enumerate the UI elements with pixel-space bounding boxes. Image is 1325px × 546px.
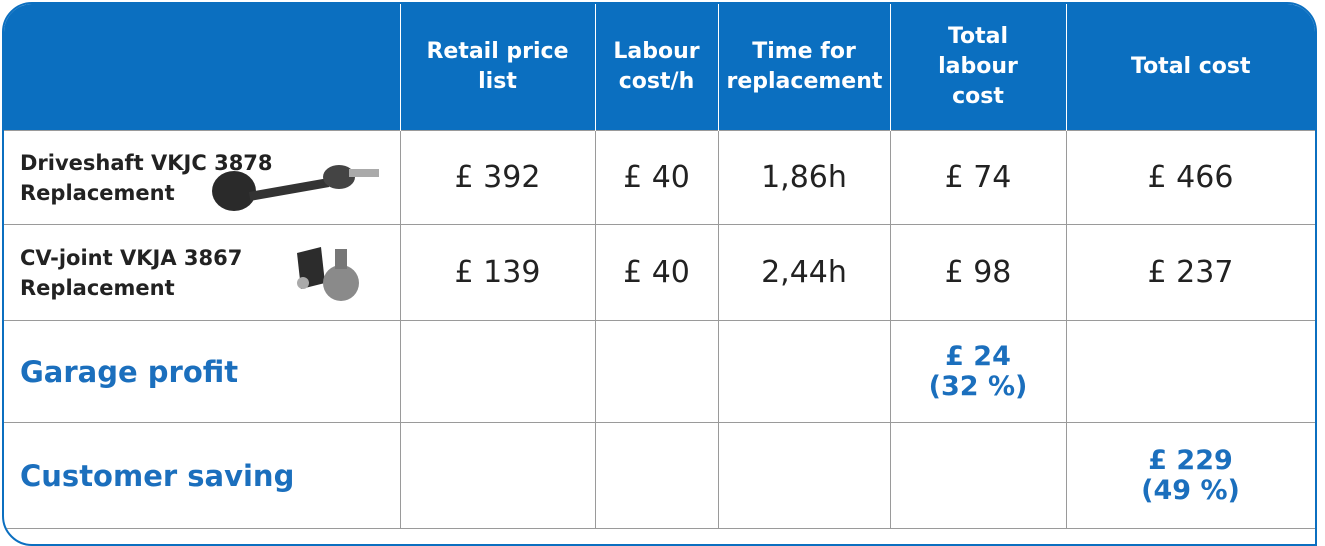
cell <box>595 423 718 529</box>
value-line: £ 229 <box>1068 446 1314 476</box>
cell <box>890 423 1066 529</box>
value-line: (32 %) <box>892 372 1065 402</box>
table-frame: Retail price list Labour cost/h Time for… <box>2 2 1317 546</box>
value-line: (49 %) <box>1068 476 1314 506</box>
cell <box>595 321 718 423</box>
header-cell: Labour cost/h <box>595 4 718 131</box>
driveshaft-image <box>204 149 384 219</box>
value-line: £ 24 <box>892 342 1065 372</box>
row-label: Customer saving <box>4 423 400 529</box>
cell: £ 466 <box>1066 131 1315 225</box>
header-cell <box>4 4 400 131</box>
cell <box>400 321 595 423</box>
row-label: CV-joint VKJA 3867 Replacement <box>4 225 400 321</box>
row: CV-joint VKJA 3867 Replacement £ 139 £ 4… <box>4 225 1315 321</box>
row: Driveshaft VKJC 3878 Replacement £ 392 £… <box>4 131 1315 225</box>
row-label: Driveshaft VKJC 3878 Replacement <box>4 131 400 225</box>
header-cell: Total cost <box>1066 4 1315 131</box>
cell: £ 237 <box>1066 225 1315 321</box>
cell: £ 24 (32 %) <box>890 321 1066 423</box>
cv-joint-image <box>289 243 369 305</box>
cell: £ 40 <box>595 225 718 321</box>
header-cell: Total labour cost <box>890 4 1066 131</box>
summary-row: Customer saving £ 229 (49 %) <box>4 423 1315 529</box>
cell: 1,86h <box>718 131 890 225</box>
cell <box>718 423 890 529</box>
page: Retail price list Labour cost/h Time for… <box>0 0 1325 526</box>
row-label: Garage profit <box>4 321 400 423</box>
cell: £ 139 <box>400 225 595 321</box>
cell: £ 229 (49 %) <box>1066 423 1315 529</box>
cell: £ 98 <box>890 225 1066 321</box>
header-cell: Time for replacement <box>718 4 890 131</box>
cell <box>400 423 595 529</box>
cell <box>718 321 890 423</box>
header-cell: Retail price list <box>400 4 595 131</box>
cell <box>1066 321 1315 423</box>
cell: £ 40 <box>595 131 718 225</box>
cell: 2,44h <box>718 225 890 321</box>
cell: £ 74 <box>890 131 1066 225</box>
cell: £ 392 <box>400 131 595 225</box>
header-row: Retail price list Labour cost/h Time for… <box>4 4 1315 131</box>
summary-row: Garage profit £ 24 (32 %) <box>4 321 1315 423</box>
cost-table: Retail price list Labour cost/h Time for… <box>4 4 1316 529</box>
